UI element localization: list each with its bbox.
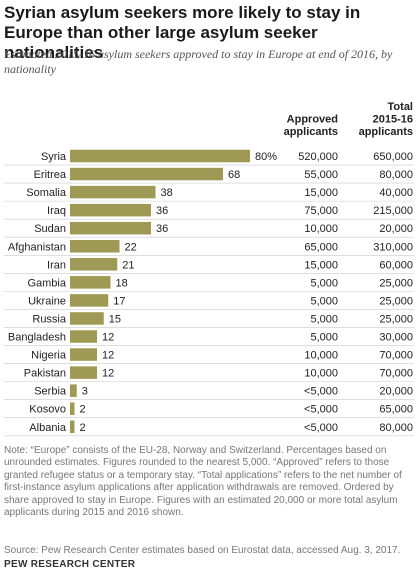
value-label: 36 <box>156 205 168 217</box>
total-applicants-cell: 650,000 <box>373 151 413 163</box>
value-label: 21 <box>122 259 134 271</box>
value-label: 12 <box>102 350 114 362</box>
approved-applicants-cell: 15,000 <box>304 187 338 199</box>
total-applicants-cell: 215,000 <box>373 205 413 217</box>
bar <box>70 203 151 217</box>
approved-applicants-cell: 55,000 <box>304 169 338 181</box>
bar <box>70 240 120 253</box>
total-applicants-cell: 65,000 <box>379 404 413 416</box>
column-header: applicants <box>359 126 413 138</box>
bar <box>70 294 109 307</box>
approved-applicants-cell: 520,000 <box>298 151 338 163</box>
category-label: Eritrea <box>34 169 67 181</box>
value-label: 68 <box>228 169 240 181</box>
approved-applicants-cell: 75,000 <box>304 205 338 217</box>
category-label: Kosovo <box>29 404 66 416</box>
approved-applicants-cell: 5,000 <box>310 313 338 325</box>
value-label: 3 <box>82 386 88 398</box>
brand-label: PEW RESEARCH CENTER <box>4 559 136 570</box>
total-applicants-cell: 310,000 <box>373 241 413 253</box>
total-applicants-cell: 20,000 <box>379 223 413 235</box>
value-label: 12 <box>102 332 114 344</box>
value-label: 18 <box>116 277 128 289</box>
category-label: Bangladesh <box>8 332 66 344</box>
total-applicants-cell: 25,000 <box>379 277 413 289</box>
total-applicants-cell: 40,000 <box>379 187 413 199</box>
chart-source: Source: Pew Research Center estimates ba… <box>4 545 401 556</box>
value-label: 22 <box>125 241 137 253</box>
value-label: 80% <box>255 151 277 163</box>
bar <box>70 276 111 289</box>
category-label: Gambia <box>27 277 66 289</box>
bar <box>70 366 97 379</box>
bar <box>70 384 77 397</box>
approved-applicants-cell: <5,000 <box>304 386 338 398</box>
approved-applicants-cell: 10,000 <box>304 368 338 380</box>
category-label: Afghanistan <box>8 241 66 253</box>
value-label: 2 <box>80 404 86 416</box>
total-applicants-cell: 80,000 <box>379 422 413 434</box>
bar <box>70 149 250 163</box>
total-applicants-cell: 25,000 <box>379 295 413 307</box>
category-label: Serbia <box>34 386 67 398</box>
category-label: Pakistan <box>24 368 66 380</box>
value-label: 38 <box>161 187 173 199</box>
approved-applicants-cell: <5,000 <box>304 404 338 416</box>
approved-applicants-cell: 15,000 <box>304 259 338 271</box>
bar <box>70 185 156 199</box>
total-applicants-cell: 30,000 <box>379 332 413 344</box>
bar-chart: ApprovedapplicantsTotal2015-16applicants… <box>4 101 414 437</box>
total-applicants-cell: 70,000 <box>379 350 413 362</box>
value-label: 12 <box>102 368 114 380</box>
approved-applicants-cell: <5,000 <box>304 422 338 434</box>
bar <box>70 420 75 433</box>
total-applicants-cell: 60,000 <box>379 259 413 271</box>
bar <box>70 348 97 361</box>
bar <box>70 330 97 343</box>
category-label: Russia <box>32 313 67 325</box>
column-header: 2015-16 <box>373 114 413 126</box>
approved-applicants-cell: 10,000 <box>304 350 338 362</box>
category-label: Iran <box>47 259 66 271</box>
total-applicants-cell: 80,000 <box>379 169 413 181</box>
value-label: 36 <box>156 223 168 235</box>
chart-subtitle: Estimated 2015-16 asylum seekers approve… <box>4 47 393 76</box>
bar <box>70 221 151 235</box>
value-label: 15 <box>109 313 121 325</box>
category-label: Albania <box>29 422 67 434</box>
category-label: Iraq <box>47 205 66 217</box>
column-header: Approved <box>287 114 338 126</box>
chart-title: Syrian asylum seekers more likely to sta… <box>4 3 361 62</box>
category-label: Syria <box>41 151 67 163</box>
approved-applicants-cell: 5,000 <box>310 332 338 344</box>
approved-applicants-cell: 65,000 <box>304 241 338 253</box>
category-label: Ukraine <box>28 295 66 307</box>
value-label: 2 <box>80 422 86 434</box>
bar <box>70 312 104 325</box>
approved-applicants-cell: 10,000 <box>304 223 338 235</box>
total-applicants-cell: 25,000 <box>379 313 413 325</box>
total-applicants-cell: 20,000 <box>379 386 413 398</box>
bar <box>70 402 75 415</box>
column-header: applicants <box>284 126 338 138</box>
category-label: Sudan <box>34 223 66 235</box>
approved-applicants-cell: 5,000 <box>310 295 338 307</box>
value-label: 17 <box>113 295 125 307</box>
category-label: Somalia <box>26 187 67 199</box>
column-header: Total <box>388 101 413 113</box>
category-label: Nigeria <box>31 350 67 362</box>
approved-applicants-cell: 5,000 <box>310 277 338 289</box>
total-applicants-cell: 70,000 <box>379 368 413 380</box>
chart-note: Note: “Europe” consists of the EU-28, No… <box>4 445 402 519</box>
bar <box>70 167 223 181</box>
bar <box>70 258 118 271</box>
